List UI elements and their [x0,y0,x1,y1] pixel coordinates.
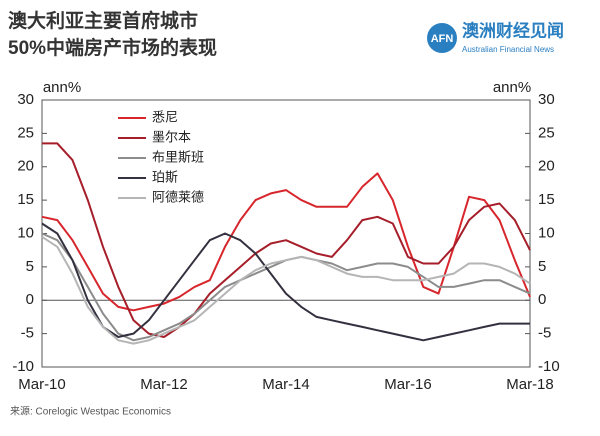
series-line [41,172,531,312]
y-tick-label: 0 [26,291,34,308]
chart-subtitle: 50%中端房产市场的表现 [8,36,217,59]
legend-label: 布里斯班 [152,149,204,164]
y2-tick-label: -10 [538,358,560,375]
y-tick-label: 20 [17,158,34,175]
y2-tick-label: 30 [538,91,555,108]
y-tick-label: 25 [17,124,34,141]
chart-title: 澳大利亚主要首府城市 [8,9,198,32]
series-line [41,232,531,342]
y-axis-label: ann% [43,79,81,96]
logo-mark: AFN [431,33,454,45]
legend-label: 悉尼 [152,109,178,124]
logo-name: 澳洲财经见闻 [462,20,564,40]
x-tick-label: Mar-12 [140,376,188,393]
y-tick-label: -10 [12,358,34,375]
x-tick-label: Mar-10 [18,376,66,393]
series-line [41,235,531,345]
y2-tick-label: 25 [538,124,555,141]
x-tick-label: Mar-18 [506,376,554,393]
series-line [41,222,530,342]
legend-label: 阿德莱德 [152,189,204,204]
x-tick-label: Mar-16 [384,376,432,393]
y2-axis-label: ann% [493,79,531,96]
y2-tick-label: -5 [538,325,551,342]
source-note: 来源: Corelogic Westpac Economics [10,405,171,418]
series-line [42,142,531,338]
y-tick-label: 15 [17,191,34,208]
y-tick-label: 30 [17,91,34,108]
y2-tick-label: 15 [538,191,555,208]
y-tick-label: -5 [21,325,34,342]
legend-label: 墨尔本 [152,129,191,144]
legend-label: 珀斯 [152,169,178,184]
x-tick-label: Mar-14 [262,376,310,393]
y2-tick-label: 10 [538,224,555,241]
y2-tick-label: 20 [538,158,555,175]
y2-tick-label: 0 [538,291,546,308]
y-tick-label: 10 [17,224,34,241]
logo-tagline: Australian Financial News [462,45,554,54]
y-tick-label: 5 [26,258,34,275]
logo-circle [427,23,457,53]
y2-tick-label: 5 [538,258,546,275]
